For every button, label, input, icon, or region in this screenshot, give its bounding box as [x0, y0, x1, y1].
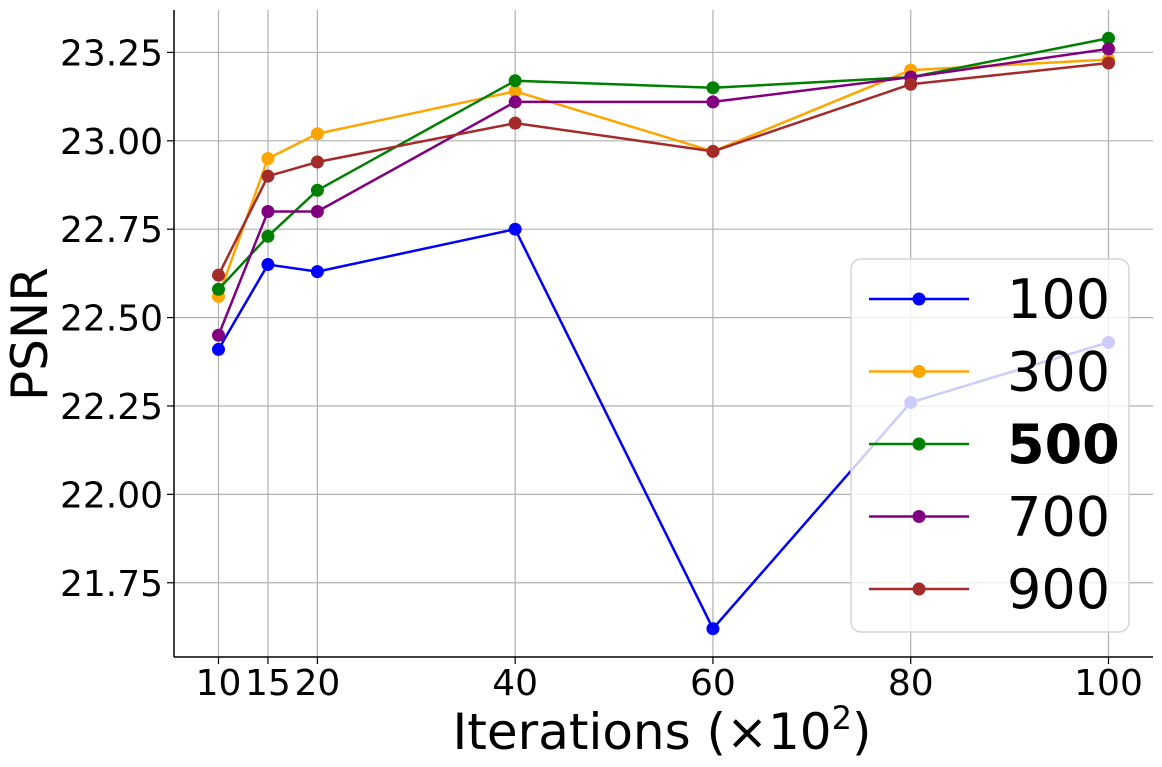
legend: 100 300 500 700 900: [850, 258, 1130, 633]
axes: [173, 10, 1153, 658]
y-tick-label: 22.50: [60, 299, 163, 340]
x-axis-title: Iterations (×102): [453, 699, 872, 761]
series-line-900: [217, 61, 1109, 276]
data-point-500: [310, 183, 324, 197]
data-point-100: [212, 342, 225, 356]
x-tick-label: 60: [690, 663, 736, 704]
data-point-100: [508, 222, 522, 236]
legend-entry-100: 100: [869, 268, 1110, 331]
legend-swatch-marker: [912, 510, 926, 523]
x-tick-label: 10: [196, 663, 242, 704]
y-tick-label: 22.00: [60, 475, 163, 516]
data-point-500: [212, 282, 225, 296]
series-900: [212, 56, 1115, 282]
legend-swatch-marker: [912, 437, 926, 451]
data-point-500: [508, 74, 522, 88]
x-tick-label: 20: [294, 663, 340, 704]
data-point-700: [212, 328, 225, 342]
data-point-100: [261, 258, 275, 272]
data-point-100: [706, 622, 720, 636]
x-tick-labels: 10 15 20 40 60 80 100: [196, 657, 1143, 704]
y-tick-label: 23.25: [60, 33, 163, 74]
x-tick-label: 100: [1074, 663, 1143, 704]
legend-label-500: 500: [1007, 413, 1120, 476]
legend-entry-500: 500: [869, 413, 1120, 476]
data-point-500: [261, 229, 275, 243]
data-point-700: [1102, 42, 1115, 56]
series-line-500: [217, 37, 1109, 291]
data-point-300: [508, 84, 522, 98]
data-point-900: [904, 77, 918, 91]
series-700: [212, 42, 1115, 342]
legend-entry-700: 700: [869, 486, 1110, 549]
data-point-300: [310, 127, 324, 141]
data-point-500: [706, 81, 720, 95]
legend-label-900: 900: [1007, 558, 1110, 621]
legend-label-100: 100: [1007, 268, 1110, 331]
data-point-700: [706, 95, 720, 109]
legend-entry-300: 300: [869, 341, 1110, 404]
data-point-300: [261, 151, 275, 165]
y-tick-label: 21.75: [60, 564, 163, 605]
legend-box: [850, 258, 1130, 633]
data-point-900: [508, 116, 522, 130]
legend-swatch-marker: [912, 365, 926, 378]
x-axis-title-close: ): [852, 703, 872, 761]
legend-swatch-marker: [912, 582, 926, 596]
y-tick-label: 22.25: [60, 387, 163, 428]
y-tick-label: 23.00: [60, 122, 163, 163]
legend-items: 100 300 500 700 900: [869, 268, 1120, 621]
x-axis-title-main: Iterations (×10: [453, 703, 832, 761]
legend-swatch-marker: [912, 292, 926, 306]
series-500: [212, 31, 1115, 296]
data-point-900: [212, 268, 225, 282]
data-point-900: [706, 144, 720, 158]
y-axis-title: PSNR: [1, 267, 59, 401]
y-tick-labels: 21.75 22.00 22.25 22.50 22.75 23.00 23.25: [60, 33, 174, 605]
legend-label-300: 300: [1007, 341, 1110, 404]
x-tick-label: 15: [245, 663, 291, 704]
data-point-900: [1102, 56, 1115, 70]
data-point-500: [1102, 31, 1115, 45]
data-point-900: [261, 169, 275, 183]
data-point-700: [261, 205, 275, 219]
data-point-100: [310, 265, 324, 279]
x-tick-label: 40: [492, 663, 538, 704]
data-point-700: [310, 205, 324, 219]
x-tick-label: 80: [888, 663, 934, 704]
data-point-900: [310, 155, 324, 169]
y-tick-label: 22.75: [60, 210, 163, 251]
legend-label-700: 700: [1007, 486, 1110, 549]
data-point-700: [508, 95, 522, 109]
legend-entry-900: 900: [869, 558, 1110, 621]
x-axis-title-superscript: 2: [832, 699, 852, 737]
